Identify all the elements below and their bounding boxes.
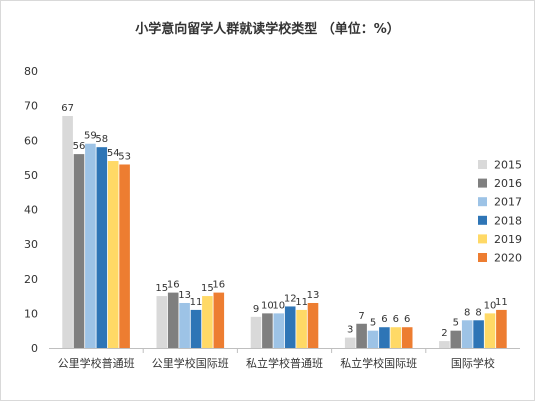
bars: [62, 116, 507, 348]
legend-swatch: [478, 160, 487, 169]
bar: [356, 323, 367, 348]
bar: [85, 143, 96, 348]
legend-swatch: [478, 178, 487, 188]
data-label: 6: [393, 314, 399, 325]
data-label: 15: [155, 283, 168, 294]
legend-swatch: [478, 253, 487, 262]
bar: [496, 309, 507, 348]
bar: [213, 292, 225, 348]
data-label: 6: [404, 314, 410, 325]
bar: [73, 154, 85, 348]
y-tick-label: 80: [24, 65, 38, 78]
bar: [390, 327, 402, 348]
y-tick-label: 10: [24, 307, 38, 320]
bar: [119, 164, 130, 348]
axes: 0 10 20 30 40 50 60 70 80 公里学校普通班 公里学校国际班 私立学校普通班 私立…: [24, 65, 520, 370]
y-tick-label: 40: [24, 204, 38, 217]
bar: [156, 296, 168, 348]
data-label: 16: [212, 280, 225, 291]
data-label: 56: [73, 141, 86, 152]
data-label: 8: [475, 307, 481, 318]
bar: [367, 330, 379, 348]
bar: [473, 320, 484, 348]
data-label: 53: [118, 151, 131, 162]
x-tick-label: 公里学校普通班: [58, 356, 135, 370]
data-label: 59: [84, 131, 97, 142]
data-label: 10: [484, 300, 497, 311]
bar: [296, 309, 307, 348]
y-tick-label: 60: [24, 134, 38, 147]
data-label: 3: [347, 325, 353, 336]
data-label: 54: [107, 148, 120, 159]
bar: [202, 296, 213, 348]
bar: [461, 320, 473, 348]
data-label: 67: [61, 103, 74, 114]
y-tick-label: 50: [24, 169, 38, 182]
data-label: 58: [95, 134, 108, 145]
bar: [284, 306, 296, 348]
bar: [96, 147, 108, 348]
data-label: 12: [284, 293, 297, 304]
x-tick-label: 私立学校普通班: [246, 356, 323, 370]
bar: [344, 337, 356, 348]
bar: [250, 316, 262, 348]
legend-label: 2017: [494, 196, 522, 209]
bar: [262, 313, 273, 348]
data-label: 11: [495, 297, 508, 308]
data-label: 6: [381, 314, 387, 325]
data-label: 13: [178, 290, 191, 301]
bar: [379, 327, 390, 348]
bar: [450, 330, 462, 348]
bar: [273, 313, 285, 348]
chart-title: 小学意向留学人群就读学校类型 （单位：%）: [135, 22, 400, 37]
legend-label: 2015: [494, 159, 522, 172]
y-tick-label: 30: [24, 238, 38, 251]
data-label: 7: [358, 311, 364, 322]
data-label: 2: [441, 328, 447, 339]
bar: [484, 313, 496, 348]
data-label: 16: [167, 280, 180, 291]
data-label: 5: [370, 318, 376, 329]
legend-label: 2016: [494, 177, 522, 190]
data-label: 10: [261, 300, 274, 311]
legend: 2015 2016 2017 2018 2019 2020: [478, 159, 522, 265]
bar: [190, 309, 202, 348]
bar: [167, 292, 179, 348]
y-tick-label: 0: [31, 342, 38, 355]
y-tick-label: 20: [24, 273, 38, 286]
x-tick-label: 公里学校国际班: [152, 356, 229, 370]
x-tick-label: 私立学校国际班: [340, 356, 417, 370]
data-label: 13: [307, 290, 320, 301]
data-label: 11: [190, 297, 203, 308]
legend-swatch: [478, 197, 487, 207]
bar: [179, 302, 190, 348]
bar: [401, 327, 413, 348]
data-label: 11: [295, 297, 308, 308]
bar: [107, 161, 119, 348]
data-label: 9: [253, 304, 259, 315]
data-label: 15: [201, 283, 214, 294]
x-tick-label: 国际学校: [451, 356, 495, 370]
bar: [307, 302, 319, 348]
bar: [62, 116, 73, 348]
legend-swatch: [478, 215, 487, 225]
legend-swatch: [478, 234, 487, 244]
data-label: 5: [453, 318, 459, 329]
legend-label: 2020: [494, 252, 522, 265]
data-label: 8: [464, 307, 470, 318]
legend-label: 2019: [494, 233, 522, 246]
legend-label: 2018: [494, 214, 522, 227]
y-tick-label: 70: [24, 100, 38, 113]
data-label: 10: [272, 300, 285, 311]
bar: [439, 341, 450, 348]
